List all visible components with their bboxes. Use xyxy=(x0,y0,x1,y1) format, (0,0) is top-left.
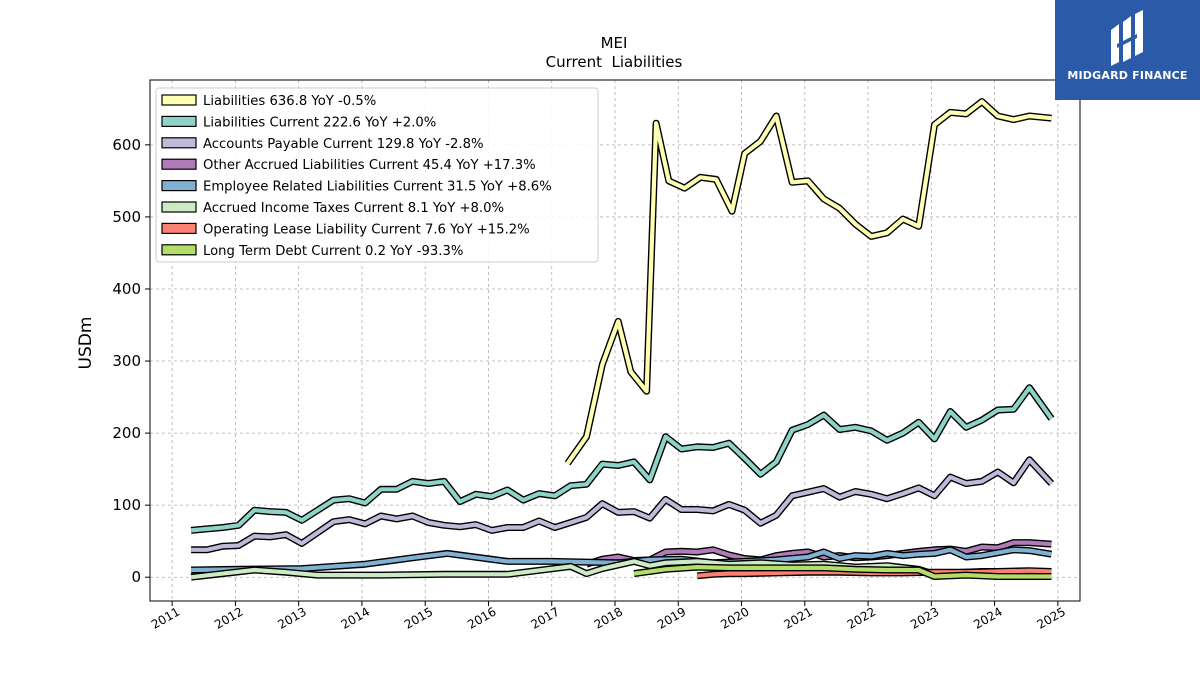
legend-entry: Accrued Income Taxes Current 8.1 YoY +8.… xyxy=(203,201,504,216)
legend-swatch xyxy=(161,115,197,128)
x-tick-label: 2017 xyxy=(528,604,561,631)
legend-entry: Accounts Payable Current 129.8 YoY -2.8% xyxy=(203,137,484,152)
x-tick-label: 2023 xyxy=(908,604,941,631)
series-1 xyxy=(190,384,1055,534)
legend-entry: Liabilities Current 222.6 YoY +2.0% xyxy=(203,115,436,130)
series-line xyxy=(190,385,1054,533)
legend: Liabilities 636.8 YoY -0.5% Liabilities C… xyxy=(155,87,599,263)
brand-logo-mark xyxy=(1111,10,1143,66)
x-tick-label: 2015 xyxy=(402,604,435,631)
x-tick-label: 2020 xyxy=(718,604,751,631)
series-0 xyxy=(564,98,1052,466)
series-line xyxy=(191,547,1052,573)
x-tick-label: 2016 xyxy=(465,604,498,631)
legend-swatch xyxy=(161,137,197,149)
legend-swatch xyxy=(161,244,197,256)
x-tick-label: 2018 xyxy=(592,604,625,631)
legend-swatch xyxy=(161,94,197,106)
y-tick-label: 400 xyxy=(112,280,141,298)
x-tick-label: 2012 xyxy=(212,604,245,631)
y-axis: 0 100 200 300 400 500 600 xyxy=(112,136,150,586)
series-line xyxy=(565,99,1052,465)
series-line-outline xyxy=(564,98,1052,466)
x-tick-label: 2019 xyxy=(655,604,688,631)
y-tick-label: 600 xyxy=(112,136,141,154)
legend-entry: Long Term Debt Current 0.2 YoY -93.3% xyxy=(203,244,463,259)
legend-box xyxy=(155,87,599,263)
series-7 xyxy=(633,563,1052,580)
y-tick-label: 300 xyxy=(112,352,141,370)
brand-logo: MIDGARD FINANCE xyxy=(1055,0,1200,100)
x-tick-label: 2011 xyxy=(149,604,182,631)
series-line xyxy=(633,564,1052,579)
x-tick-label: 2013 xyxy=(275,604,308,631)
y-tick-label: 0 xyxy=(131,568,141,586)
y-axis-label: USDm xyxy=(76,317,96,370)
y-tick-label: 100 xyxy=(112,496,141,514)
series-4 xyxy=(191,546,1053,574)
series-layer xyxy=(190,98,1055,581)
legend-swatch xyxy=(161,158,197,170)
chart-title: MEI xyxy=(601,34,628,52)
legend-swatch xyxy=(161,180,197,192)
x-tick-label: 2024 xyxy=(971,604,1004,631)
x-tick-label: 2025 xyxy=(1035,604,1068,631)
brand-name: MIDGARD FINANCE xyxy=(1067,69,1188,82)
chart-subtitle: Current Liabilities xyxy=(546,53,683,71)
x-tick-label: 2022 xyxy=(845,604,878,631)
series-2 xyxy=(191,456,1055,554)
legend-swatch xyxy=(161,222,197,234)
y-tick-label: 200 xyxy=(112,424,141,442)
x-tick-label: 2014 xyxy=(339,604,372,631)
x-tick-label: 2021 xyxy=(782,604,815,631)
series-line xyxy=(191,457,1054,552)
legend-entry: Operating Lease Liability Current 7.6 Yo… xyxy=(203,222,530,237)
x-axis: 2011 2012 2013 2014 2015 2016 2017 2018 2019 2020… xyxy=(149,601,1068,632)
y-tick-label: 500 xyxy=(112,208,141,226)
legend-swatch xyxy=(161,201,197,213)
legend-entry: Liabilities 636.8 YoY -0.5% xyxy=(203,94,376,109)
legend-entry: Other Accrued Liabilities Current 45.4 Y… xyxy=(203,158,536,173)
legend-entry: Employee Related Liabilities Current 31.… xyxy=(203,180,552,195)
